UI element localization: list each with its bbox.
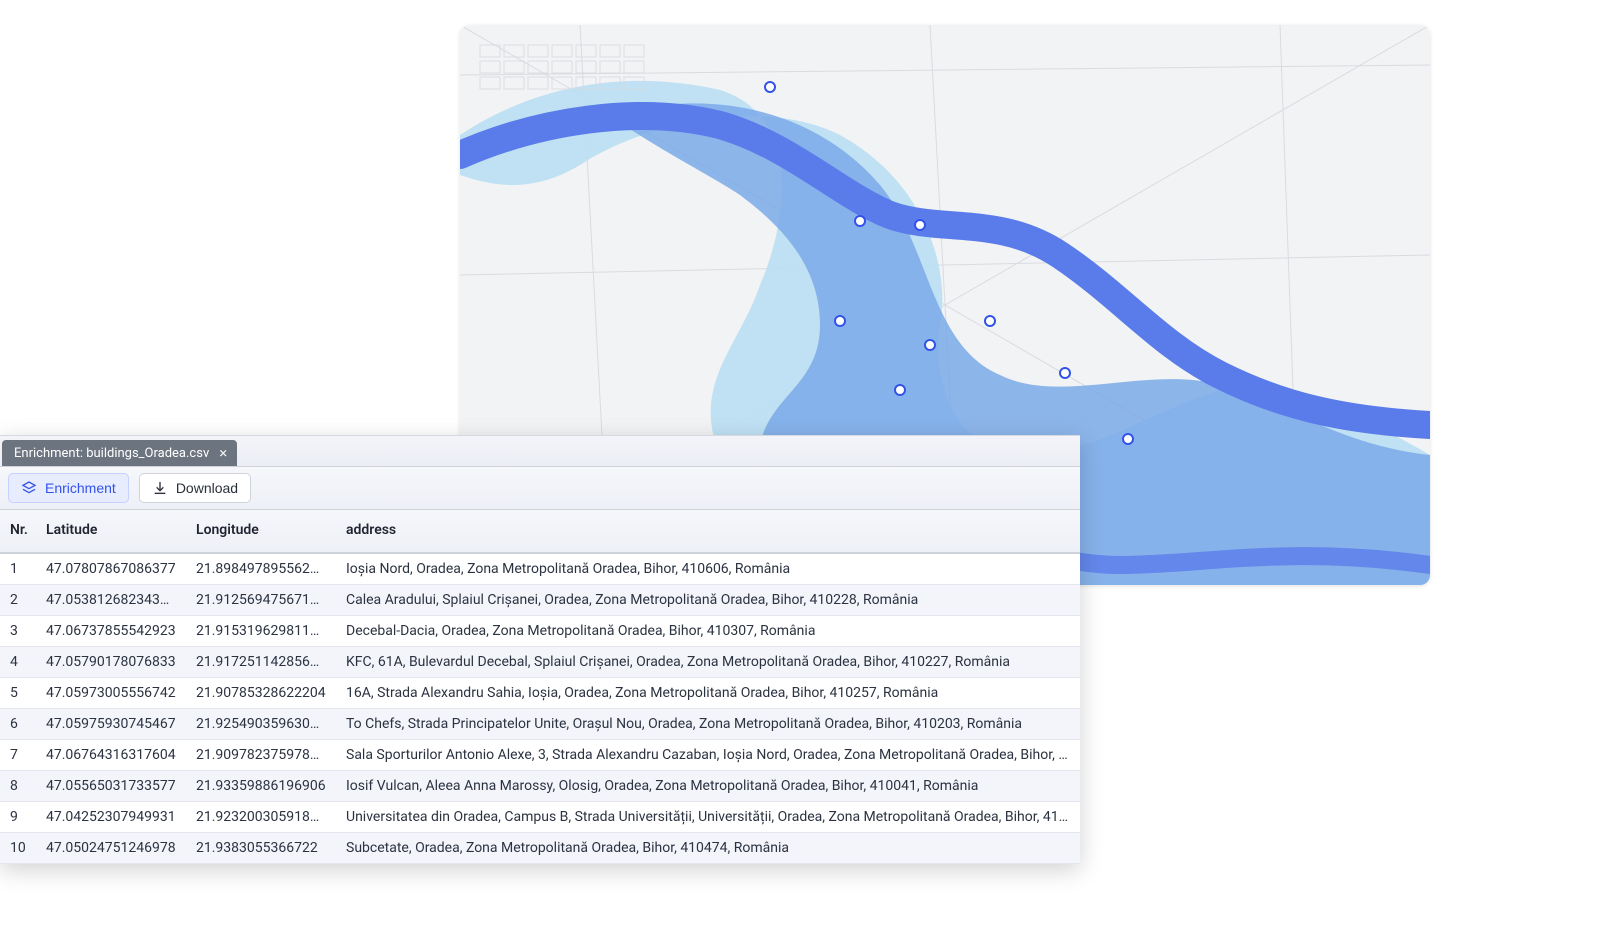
map-pin[interactable]	[915, 220, 925, 230]
cell-lat: 47.04252307949931	[36, 802, 186, 833]
enrichment-button-label: Enrichment	[45, 480, 116, 496]
col-nr[interactable]: Nr.	[0, 510, 36, 553]
cell-lat: 47.053812682343896	[36, 585, 186, 616]
cell-nr: 3	[0, 616, 36, 647]
cell-nr: 6	[0, 709, 36, 740]
cell-lon: 21.917251142856014	[186, 647, 336, 678]
panel-tab-strip: Enrichment: buildings_Oradea.csv ×	[0, 436, 1080, 467]
col-lat[interactable]: Latitude	[36, 510, 186, 553]
cell-lat: 47.05975930745467	[36, 709, 186, 740]
cell-nr: 5	[0, 678, 36, 709]
map-pin[interactable]	[925, 340, 935, 350]
map-pin[interactable]	[985, 316, 995, 326]
cell-addr: KFC, 61A, Bulevardul Decebal, Splaiul Cr…	[336, 647, 1080, 678]
cell-lat: 47.07807867086377	[36, 553, 186, 585]
data-table: Nr. Latitude Longitude address 147.07807…	[0, 510, 1080, 864]
download-button-label: Download	[176, 480, 238, 496]
table-header-row: Nr. Latitude Longitude address	[0, 510, 1080, 553]
col-lon[interactable]: Longitude	[186, 510, 336, 553]
cell-lon: 21.9383055366722	[186, 833, 336, 864]
download-icon	[152, 480, 168, 496]
panel-toolbar: Enrichment Download	[0, 467, 1080, 510]
table-row[interactable]: 647.0597593074546721.925490359630977To C…	[0, 709, 1080, 740]
cell-lat: 47.05790178076833	[36, 647, 186, 678]
cell-addr: Decebal-Dacia, Oradea, Zona Metropolitan…	[336, 616, 1080, 647]
cell-addr: Iosif Vulcan, Aleea Anna Marossy, Olosig…	[336, 771, 1080, 802]
table-row[interactable]: 547.0597300555674221.9078532862220416A, …	[0, 678, 1080, 709]
download-button[interactable]: Download	[139, 473, 251, 503]
cell-lon: 21.90785328622204	[186, 678, 336, 709]
map-pin[interactable]	[855, 216, 865, 226]
cell-nr: 10	[0, 833, 36, 864]
enrichment-panel: Enrichment: buildings_Oradea.csv × Enric…	[0, 435, 1080, 864]
cell-addr: Universitatea din Oradea, Campus B, Stra…	[336, 802, 1080, 833]
table-row[interactable]: 847.0556503173357721.93359886196906Iosif…	[0, 771, 1080, 802]
table-row[interactable]: 147.0780786708637721.898497895562755Ioși…	[0, 553, 1080, 585]
enrichment-button[interactable]: Enrichment	[8, 473, 129, 503]
cell-lon: 21.925490359630977	[186, 709, 336, 740]
cell-nr: 8	[0, 771, 36, 802]
map-pin[interactable]	[1060, 368, 1070, 378]
cell-lat: 47.05973005556742	[36, 678, 186, 709]
table-row[interactable]: 947.0425230794993121.923200305918073Univ…	[0, 802, 1080, 833]
cell-addr: Subcetate, Oradea, Zona Metropolitană Or…	[336, 833, 1080, 864]
cell-lat: 47.05565031733577	[36, 771, 186, 802]
cell-lon: 21.909782375978892	[186, 740, 336, 771]
cell-nr: 2	[0, 585, 36, 616]
map-pin[interactable]	[1123, 434, 1133, 444]
table-row[interactable]: 447.0579017807683321.917251142856014KFC,…	[0, 647, 1080, 678]
panel-tab-active[interactable]: Enrichment: buildings_Oradea.csv ×	[2, 440, 237, 466]
table-row[interactable]: 747.0676431631760421.909782375978892Sala…	[0, 740, 1080, 771]
cell-nr: 1	[0, 553, 36, 585]
cell-nr: 4	[0, 647, 36, 678]
panel-tab-title: Enrichment: buildings_Oradea.csv	[14, 446, 209, 461]
cell-lon: 21.898497895562755	[186, 553, 336, 585]
cell-lat: 47.05024751246978	[36, 833, 186, 864]
cell-nr: 9	[0, 802, 36, 833]
col-addr[interactable]: address	[336, 510, 1080, 553]
map-pin[interactable]	[835, 316, 845, 326]
map-pin[interactable]	[765, 82, 775, 92]
table-row[interactable]: 247.05381268234389621.912569475671567Cal…	[0, 585, 1080, 616]
table-row[interactable]: 347.0673785554292321.915319629811666Dece…	[0, 616, 1080, 647]
map-pin[interactable]	[895, 385, 905, 395]
cell-addr: To Chefs, Strada Principatelor Unite, Or…	[336, 709, 1080, 740]
cell-addr: Sala Sporturilor Antonio Alexe, 3, Strad…	[336, 740, 1080, 771]
cell-lat: 47.06737855542923	[36, 616, 186, 647]
table-row[interactable]: 1047.0502475124697821.9383055366722Subce…	[0, 833, 1080, 864]
cell-lat: 47.06764316317604	[36, 740, 186, 771]
layers-icon	[21, 480, 37, 496]
cell-lon: 21.915319629811666	[186, 616, 336, 647]
cell-lon: 21.923200305918073	[186, 802, 336, 833]
cell-addr: Ioșia Nord, Oradea, Zona Metropolitană O…	[336, 553, 1080, 585]
cell-nr: 7	[0, 740, 36, 771]
cell-addr: Calea Aradului, Splaiul Crișanei, Oradea…	[336, 585, 1080, 616]
close-icon[interactable]: ×	[219, 446, 227, 461]
cell-lon: 21.912569475671567	[186, 585, 336, 616]
cell-addr: 16A, Strada Alexandru Sahia, Ioșia, Orad…	[336, 678, 1080, 709]
cell-lon: 21.93359886196906	[186, 771, 336, 802]
